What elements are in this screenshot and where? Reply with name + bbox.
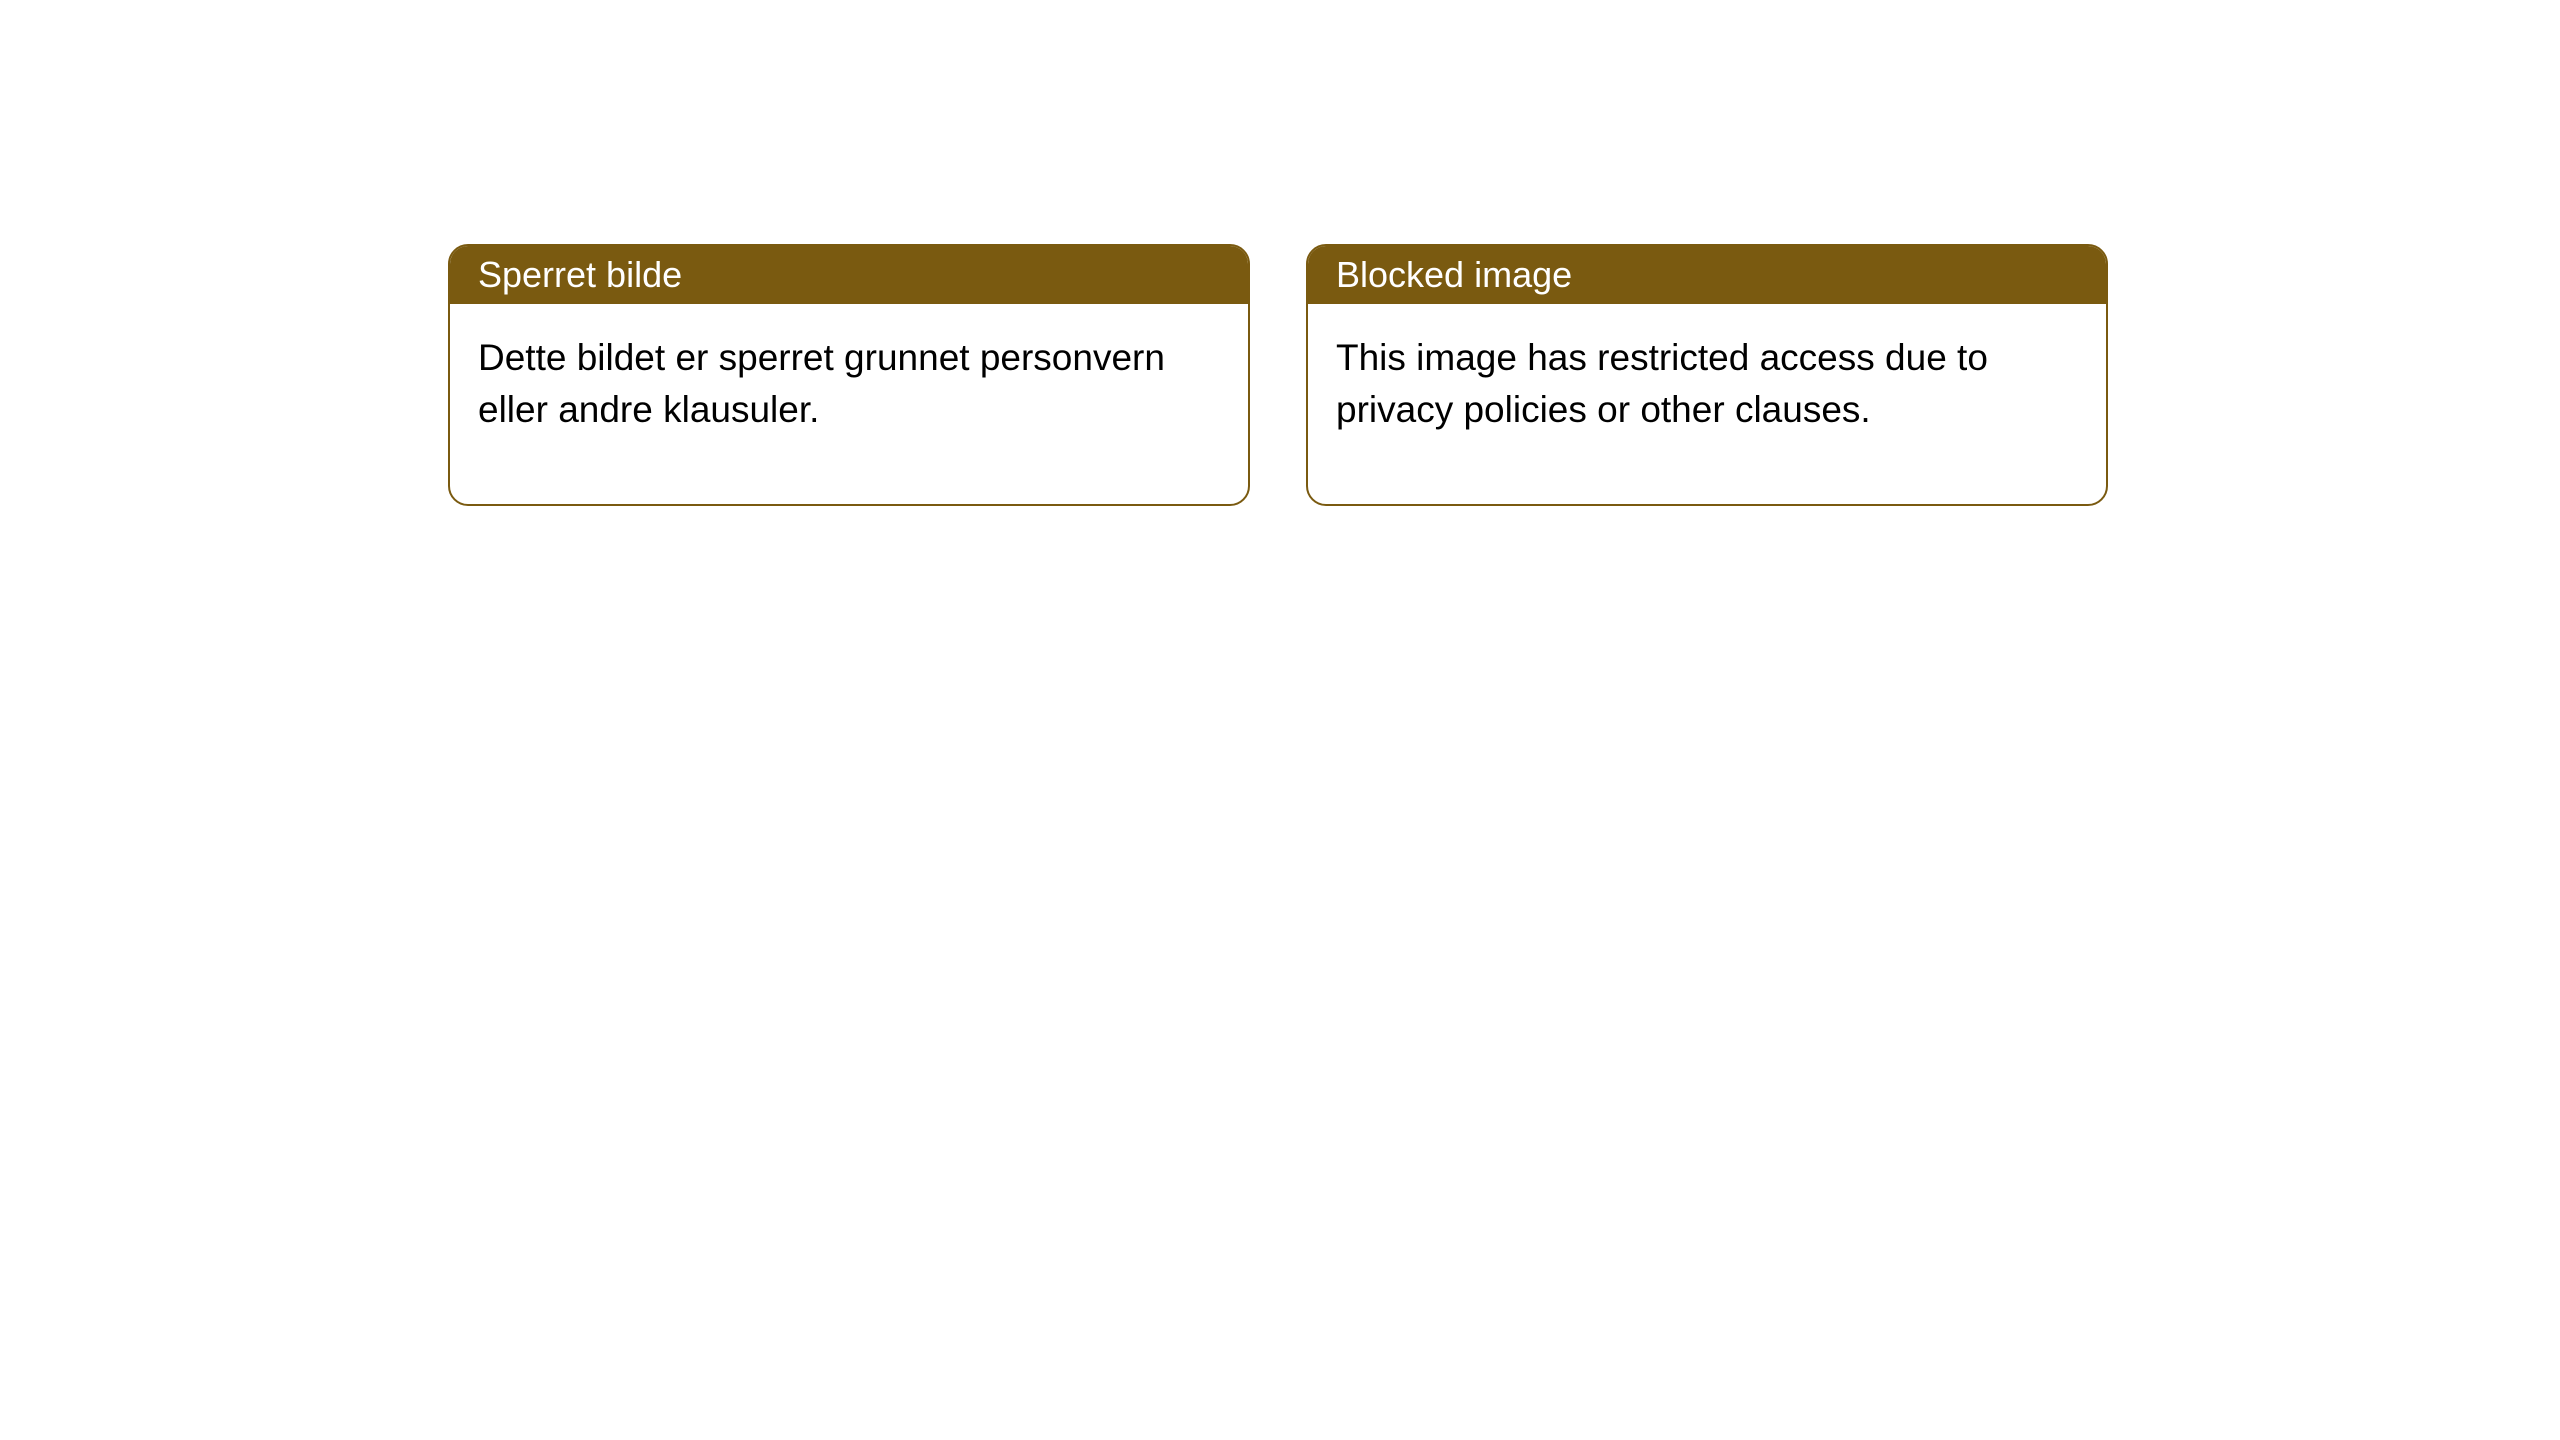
notice-body-norwegian: Dette bildet er sperret grunnet personve…: [450, 304, 1248, 504]
notice-box-norwegian: Sperret bilde Dette bildet er sperret gr…: [448, 244, 1250, 506]
notice-body-english: This image has restricted access due to …: [1308, 304, 2106, 504]
notice-header-norwegian: Sperret bilde: [450, 246, 1248, 304]
notice-box-english: Blocked image This image has restricted …: [1306, 244, 2108, 506]
notice-container: Sperret bilde Dette bildet er sperret gr…: [448, 244, 2108, 506]
notice-header-english: Blocked image: [1308, 246, 2106, 304]
